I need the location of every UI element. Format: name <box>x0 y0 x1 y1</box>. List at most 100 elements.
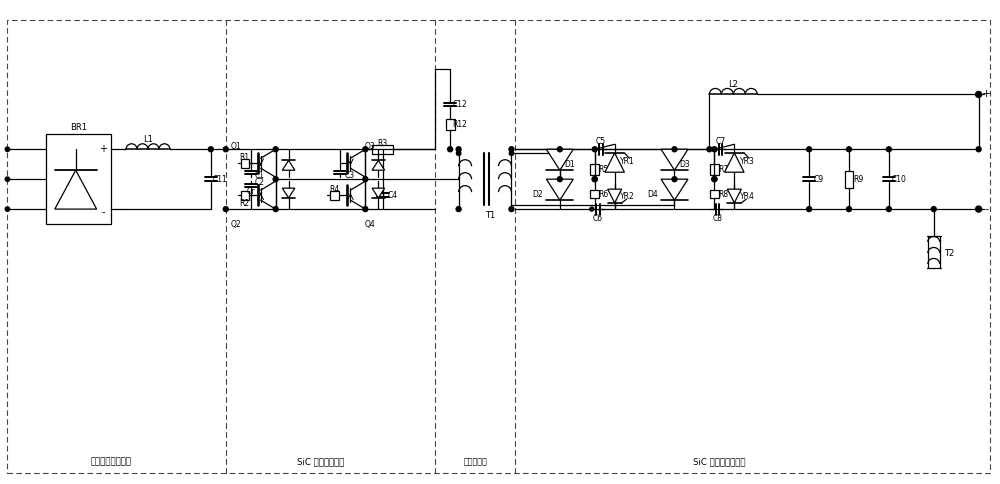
Text: C3: C3 <box>344 171 354 180</box>
Circle shape <box>886 147 891 152</box>
Circle shape <box>593 147 597 151</box>
Polygon shape <box>55 170 97 209</box>
Polygon shape <box>282 188 295 198</box>
Circle shape <box>363 147 368 152</box>
Circle shape <box>5 147 10 151</box>
Text: C11: C11 <box>212 175 227 184</box>
Polygon shape <box>661 149 688 170</box>
Circle shape <box>273 147 278 152</box>
Text: C8: C8 <box>712 213 722 223</box>
Circle shape <box>712 177 717 182</box>
Text: C5: C5 <box>596 137 606 146</box>
Text: YR2: YR2 <box>620 192 635 201</box>
Polygon shape <box>372 160 385 170</box>
Text: D1: D1 <box>564 160 575 169</box>
Text: Cr: Cr <box>246 187 255 196</box>
Circle shape <box>557 147 562 152</box>
Circle shape <box>273 177 278 182</box>
Text: 功率变压器: 功率变压器 <box>463 457 487 466</box>
Text: R8: R8 <box>718 190 728 198</box>
Polygon shape <box>282 160 295 170</box>
Circle shape <box>886 207 891 212</box>
Text: R7: R7 <box>718 165 728 174</box>
Text: YR3: YR3 <box>740 157 755 166</box>
Circle shape <box>592 177 597 182</box>
Text: C1: C1 <box>255 171 265 180</box>
Circle shape <box>509 147 514 152</box>
Circle shape <box>223 207 228 212</box>
Bar <box>590 190 599 198</box>
Circle shape <box>363 207 368 212</box>
Text: T1: T1 <box>485 211 495 220</box>
Circle shape <box>976 91 982 97</box>
Circle shape <box>712 147 717 152</box>
Circle shape <box>456 151 461 155</box>
Text: D2: D2 <box>533 190 543 198</box>
Text: R2: R2 <box>240 198 250 208</box>
Circle shape <box>592 177 597 182</box>
Circle shape <box>448 147 453 152</box>
Circle shape <box>557 177 562 182</box>
Text: C2: C2 <box>255 178 265 187</box>
Text: C9: C9 <box>814 175 824 184</box>
Circle shape <box>208 147 213 152</box>
Bar <box>710 164 719 175</box>
Circle shape <box>223 147 228 152</box>
Bar <box>330 191 339 199</box>
Polygon shape <box>372 188 385 198</box>
Circle shape <box>509 207 514 212</box>
Bar <box>446 119 455 130</box>
Circle shape <box>273 207 278 212</box>
Circle shape <box>807 147 812 152</box>
Circle shape <box>672 177 677 182</box>
Circle shape <box>807 207 812 212</box>
Circle shape <box>456 207 461 212</box>
Circle shape <box>712 177 717 182</box>
Text: 工频整流滤波模块: 工频整流滤波模块 <box>91 457 132 466</box>
Text: R9: R9 <box>853 175 863 184</box>
Bar <box>241 159 249 168</box>
Bar <box>241 191 249 199</box>
Text: D4: D4 <box>647 190 658 198</box>
Circle shape <box>592 147 597 152</box>
Text: Q4: Q4 <box>365 220 376 228</box>
Text: +: + <box>99 144 107 154</box>
Circle shape <box>707 147 712 152</box>
Circle shape <box>363 177 368 182</box>
Text: SiC 逆变换流模块: SiC 逆变换流模块 <box>297 457 344 466</box>
Circle shape <box>509 151 514 155</box>
Circle shape <box>847 207 851 212</box>
Text: R4: R4 <box>329 185 340 194</box>
Circle shape <box>5 207 10 212</box>
Text: Q3: Q3 <box>365 142 376 151</box>
Text: C12: C12 <box>453 100 467 109</box>
Polygon shape <box>605 153 624 172</box>
Text: -: - <box>985 204 989 214</box>
Text: C10: C10 <box>891 175 906 184</box>
Circle shape <box>672 147 677 152</box>
Polygon shape <box>546 149 573 170</box>
Text: C4: C4 <box>387 191 397 199</box>
Circle shape <box>5 177 10 182</box>
Text: R5: R5 <box>599 165 609 174</box>
Circle shape <box>847 147 851 152</box>
Text: L1: L1 <box>143 135 153 144</box>
Circle shape <box>931 207 936 212</box>
Text: SiC 整流与平滑模块: SiC 整流与平滑模块 <box>693 457 746 466</box>
Text: YR4: YR4 <box>740 192 755 201</box>
Text: R12: R12 <box>453 120 468 129</box>
Polygon shape <box>608 189 622 203</box>
Polygon shape <box>546 179 573 200</box>
Text: BR1: BR1 <box>70 123 87 132</box>
Text: YR1: YR1 <box>620 157 635 166</box>
Text: C7: C7 <box>715 137 725 146</box>
Text: D3: D3 <box>679 160 690 169</box>
Bar <box>845 171 853 188</box>
Text: R1: R1 <box>240 153 250 162</box>
Bar <box>46 134 111 224</box>
Text: T2: T2 <box>944 249 954 258</box>
Circle shape <box>976 206 982 212</box>
Text: +: + <box>982 90 991 99</box>
Text: R6: R6 <box>599 190 609 198</box>
Bar <box>710 190 719 198</box>
